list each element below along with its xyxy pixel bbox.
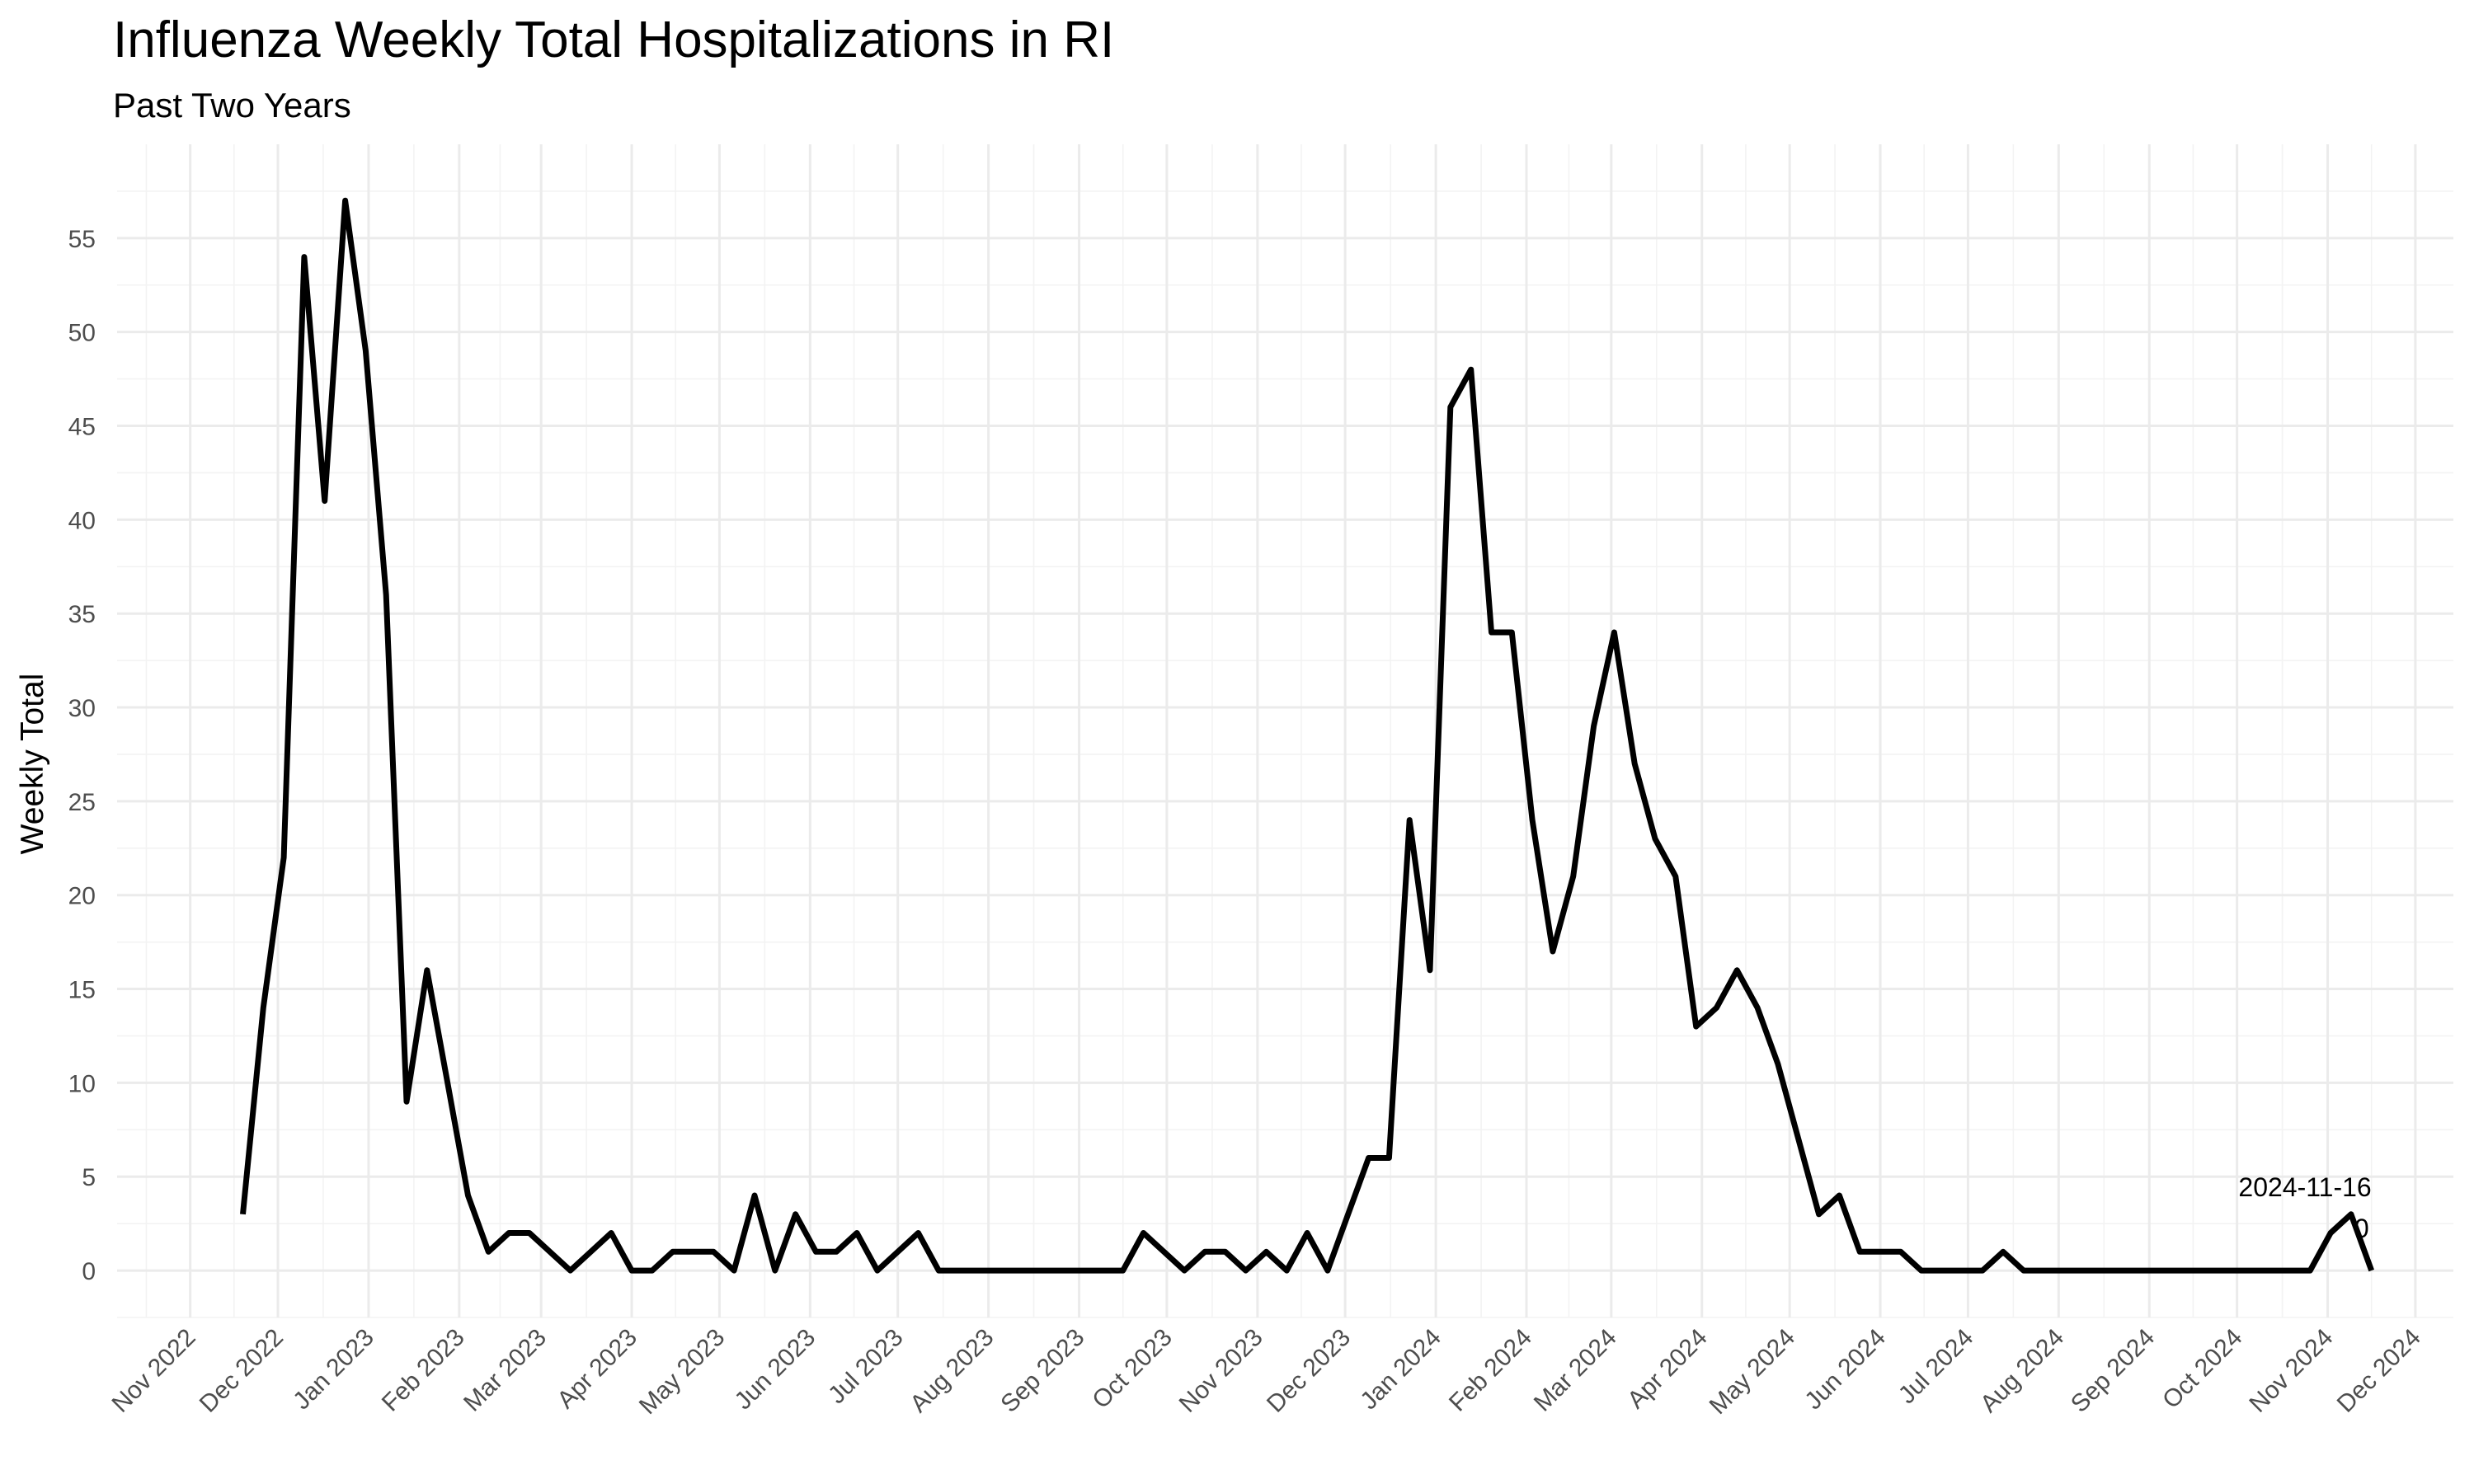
x-tick-label-13: Dec 2023 [1262,1324,1356,1418]
x-tick-label-11: Oct 2023 [1087,1324,1177,1414]
y-tick-label-55: 55 [68,226,96,253]
x-tick-label-14: Jan 2024 [1355,1324,1446,1416]
x-tick-label-6: May 2023 [634,1324,730,1420]
x-tick-label-19: Jun 2024 [1799,1324,1891,1416]
x-tick-label-25: Dec 2024 [2332,1324,2426,1418]
y-axis-title: Weekly Total [15,674,50,855]
x-tick-label-17: Apr 2024 [1622,1324,1712,1414]
x-tick-label-5: Apr 2023 [553,1324,642,1414]
x-tick-label-1: Dec 2022 [195,1324,289,1418]
y-tick-label-10: 10 [68,1070,96,1097]
y-tick-label-30: 30 [68,695,96,722]
x-tick-label-12: Nov 2023 [1174,1324,1268,1418]
major-gridlines [117,144,2453,1317]
y-tick-label-25: 25 [68,789,96,816]
minor-gridlines [117,144,2453,1318]
x-tick-label-20: Jul 2024 [1893,1324,1979,1410]
x-tick-label-16: Mar 2024 [1529,1324,1622,1417]
y-tick-label-0: 0 [82,1258,96,1285]
chart-title: Influenza Weekly Total Hospitalizations … [113,12,1114,68]
series-line-weekly-total [240,197,2374,1274]
x-tick-label-23: Oct 2024 [2157,1324,2247,1414]
x-tick-label-8: Jul 2023 [823,1324,909,1410]
x-tick-label-7: Jun 2023 [730,1324,821,1416]
x-tick-label-18: May 2024 [1705,1324,1800,1420]
x-tick-label-3: Feb 2023 [377,1324,470,1417]
x-tick-label-24: Nov 2024 [2244,1324,2338,1418]
y-tick-label-45: 45 [68,414,96,441]
x-tick-label-22: Sep 2024 [2066,1324,2160,1418]
x-tick-label-15: Feb 2024 [1444,1324,1537,1417]
y-axis-tick-labels: 0 5 10 15 20 25 30 35 40 45 50 55 [68,226,96,1285]
y-tick-label-15: 15 [68,977,96,1004]
y-tick-label-20: 20 [68,883,96,910]
x-tick-label-2: Jan 2023 [288,1324,379,1416]
annotation-value-label: 0 [2354,1214,2369,1243]
x-tick-label-21: Aug 2024 [1975,1324,2069,1418]
y-tick-label-40: 40 [68,507,96,534]
y-tick-label-50: 50 [68,320,96,347]
y-tick-label-35: 35 [68,601,96,628]
annotation-date-label: 2024-11-16 [2238,1172,2371,1202]
chart-subtitle: Past Two Years [113,86,351,124]
x-tick-label-4: Mar 2023 [459,1324,552,1417]
y-tick-label-5: 5 [82,1164,96,1191]
x-tick-label-10: Sep 2023 [995,1324,1089,1418]
x-tick-label-0: Nov 2022 [106,1324,200,1418]
x-tick-label-9: Aug 2023 [905,1324,999,1418]
